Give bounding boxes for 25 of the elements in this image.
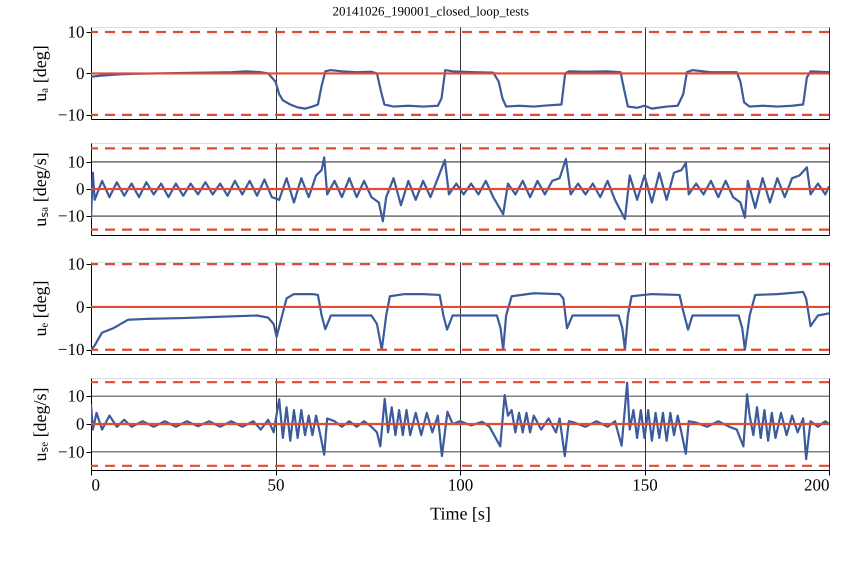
y-tick-label: −10 xyxy=(58,206,84,226)
x-tick-label: 150 xyxy=(632,476,658,494)
y-tick-label: 0 xyxy=(76,180,84,198)
y-tick-label: 10 xyxy=(68,152,84,172)
x-tick-label: 50 xyxy=(268,476,284,494)
y-tick-label: 0 xyxy=(76,414,84,434)
y-tick-label: 0 xyxy=(76,297,84,316)
line-series xyxy=(91,69,829,110)
y-axis-title: uₐ [deg] xyxy=(30,45,50,102)
y-axis-title: uₑ [deg] xyxy=(30,280,50,337)
y-axis-title: uₛₐ [deg/s] xyxy=(30,152,50,227)
y-tick-label: 10 xyxy=(68,386,84,406)
x-tick-label: 0 xyxy=(92,476,100,494)
x-tick-label: 200 xyxy=(804,476,830,494)
y-tick-label: 0 xyxy=(76,64,84,83)
y-tick-label: 10 xyxy=(68,22,84,42)
x-axis-title: Time [s] xyxy=(430,504,491,524)
y-tick-label: −10 xyxy=(58,105,84,124)
y-tick-label: −10 xyxy=(58,340,84,360)
chart-title: 20141026_190001_closed_loop_tests xyxy=(332,3,529,18)
y-axis-title: uₛₑ [deg/s] xyxy=(30,387,50,462)
line-series xyxy=(91,290,829,351)
x-tick-label: 100 xyxy=(448,476,474,494)
y-tick-label: −10 xyxy=(58,442,84,462)
y-tick-label: 10 xyxy=(68,254,84,274)
